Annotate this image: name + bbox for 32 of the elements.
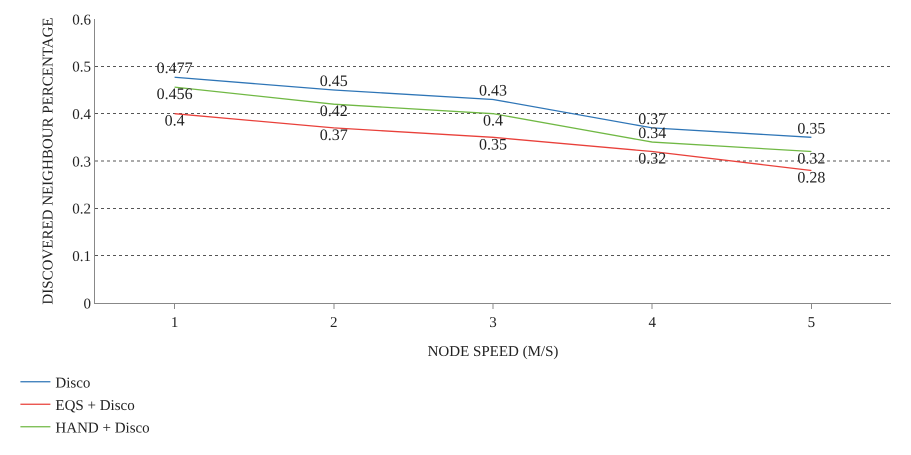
data-label: 0.477: [156, 60, 193, 78]
data-label: 0.37: [638, 110, 666, 128]
data-label: 0.35: [797, 120, 826, 138]
data-label: 0.456: [156, 86, 193, 104]
y-tick-label: 0.6: [72, 12, 92, 28]
x-tick-label: 2: [330, 315, 338, 331]
y-axis-title: DISCOVERED NEIGHBOUR PERCENTAGE: [40, 17, 56, 305]
legend-label: Disco: [55, 376, 90, 392]
data-label: 0.34: [638, 125, 666, 142]
y-tick-label: 0.3: [72, 154, 91, 170]
data-label: 0.37: [320, 126, 348, 144]
y-tick-label: 0: [84, 296, 91, 312]
x-tick-label: 5: [808, 315, 816, 331]
data-label: 0.4: [164, 112, 185, 130]
x-tick-label: 4: [648, 315, 656, 331]
data-label: 0.4: [483, 112, 503, 130]
data-label: 0.35: [479, 136, 507, 154]
y-tick-label: 0.1: [72, 248, 91, 265]
data-label: 0.45: [320, 73, 348, 90]
y-tick-label: 0.4: [72, 106, 92, 123]
data-label: 0.32: [797, 150, 826, 168]
data-label: 0.42: [320, 103, 348, 120]
legend-label: HAND + Disco: [55, 420, 150, 437]
y-tick-label: 0.2: [72, 202, 91, 218]
legend-label: EQS + Disco: [55, 398, 135, 414]
x-tick-label: 3: [489, 315, 497, 331]
data-label: 0.43: [479, 82, 507, 100]
data-label: 0.32: [638, 150, 666, 168]
y-tick-label: 0.5: [72, 60, 91, 76]
x-tick-label: 1: [170, 315, 178, 331]
x-axis-title: NODE SPEED (M/S): [428, 344, 558, 360]
data-label: 0.28: [797, 169, 826, 186]
